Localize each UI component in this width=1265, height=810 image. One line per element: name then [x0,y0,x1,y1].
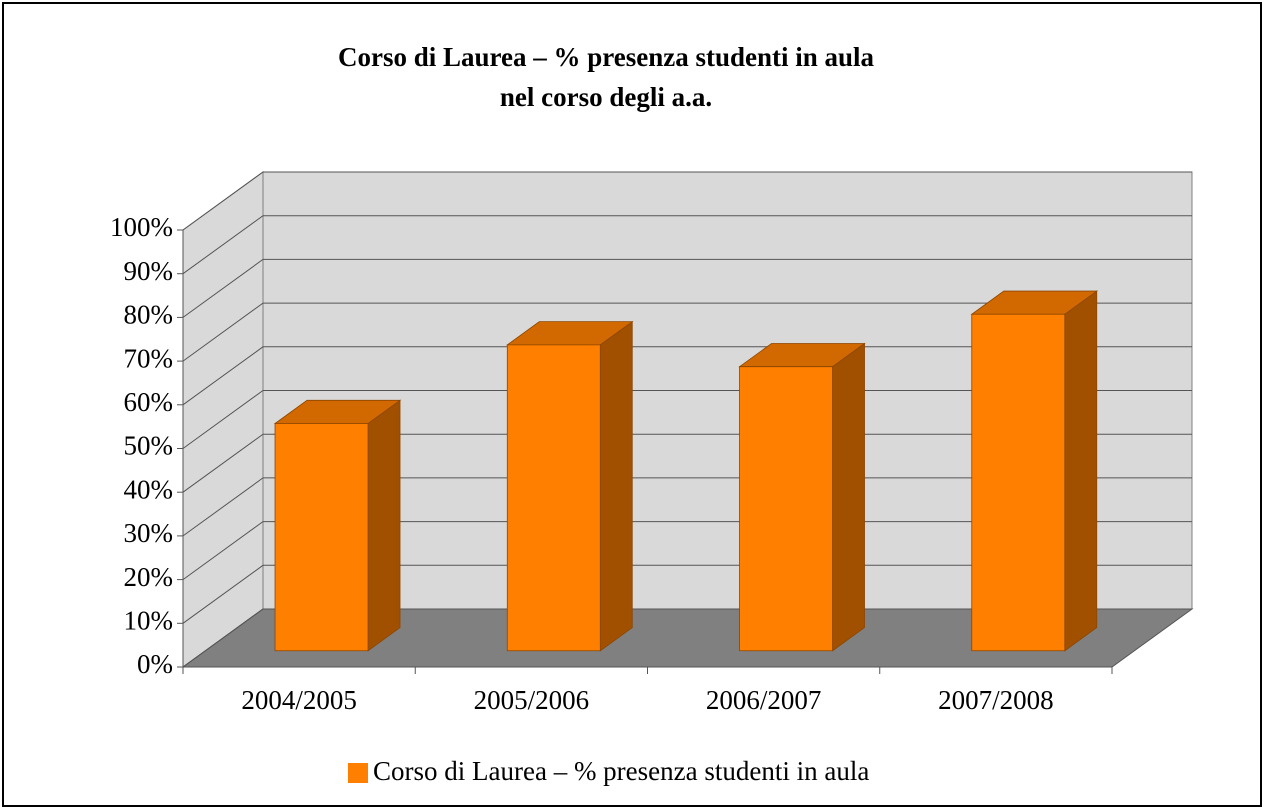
grid-line [182,477,1192,537]
bar-side [367,399,401,652]
y-tick-label: 20% [124,562,174,592]
x-tick-label: 2005/2006 [474,685,590,715]
y-tick-label: 0% [137,649,173,679]
grid-line [182,346,1192,406]
bar-side [599,320,633,652]
y-tick-label: 50% [124,431,174,461]
grid-line [182,215,1192,275]
bar-front [274,423,369,652]
grid-line [182,564,1192,624]
legend-label: Corso di Laurea – % presenza studenti in… [373,756,869,786]
x-tick-label: 2007/2008 [938,685,1054,715]
y-tick-label: 80% [124,300,174,330]
grid-line [182,521,1192,581]
bar-side [1064,290,1098,652]
bar-side [832,342,865,652]
bar-front [739,366,833,652]
bar [506,320,634,652]
bar-front [971,313,1066,652]
y-tick-label: 40% [124,474,174,504]
x-tick-label: 2004/2005 [241,685,357,715]
bar [970,290,1099,652]
y-tick-label: 70% [124,343,174,373]
grid-line [182,390,1192,449]
grid-line [182,302,1192,362]
bar [738,342,866,652]
grid-line [182,171,1192,231]
grid-line [182,433,1192,493]
grid-line [182,608,1192,668]
y-tick-label: 100% [110,212,173,242]
y-tick-label: 30% [124,518,174,548]
y-tick-label: 90% [124,256,174,286]
legend-swatch [348,763,368,783]
bar-front [506,344,601,652]
y-tick-label: 10% [124,606,174,636]
grid-line [182,258,1192,318]
x-tick-label: 2006/2007 [706,685,822,715]
y-tick-label: 60% [124,387,174,417]
chart-title: Corso di Laurea – % presenza studenti in… [338,42,875,72]
bar [273,399,402,652]
chart-title: nel corso degli a.a. [500,82,712,112]
